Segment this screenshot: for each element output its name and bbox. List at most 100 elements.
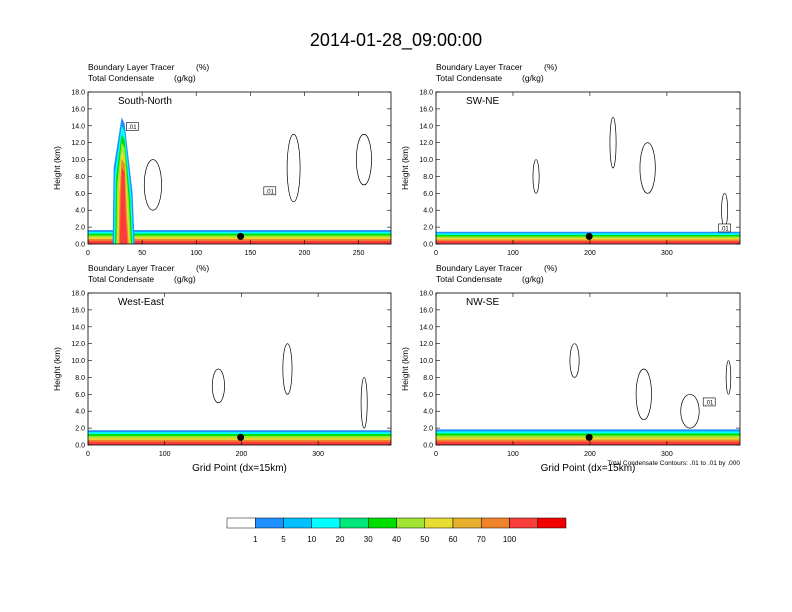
subtitle-condensate-units: (g/kg) (174, 73, 196, 83)
subtitle-condensate: Total Condensate (436, 73, 502, 83)
condensate-contour (680, 393, 700, 429)
x-tick-label: 200 (299, 250, 311, 257)
colorbar-label: 60 (449, 535, 458, 544)
y-tick-label: 4.0 (75, 208, 85, 215)
x-tick-label: 200 (584, 250, 596, 257)
colorbar-swatch (396, 517, 425, 529)
colorbar-swatch (368, 517, 397, 529)
contour-footnote: Total Condensate Contours: .01 to .01 by… (607, 460, 740, 467)
contour-label: .01 (720, 226, 729, 232)
x-tick-label: 300 (312, 451, 324, 458)
colorbar-label: 10 (307, 535, 316, 544)
colorbar-swatch (452, 517, 482, 529)
x-tick-label: 50 (138, 250, 146, 257)
y-tick-label: 12.0 (419, 341, 433, 348)
contour-label: .01 (128, 125, 137, 131)
y-tick-label: 12.0 (71, 140, 85, 147)
colorbar-label: 5 (281, 535, 286, 544)
plot-frame (87, 91, 392, 245)
y-tick-label: 14.0 (419, 324, 433, 331)
y-tick-label: 6.0 (423, 392, 433, 399)
colorbar-label: 50 (420, 535, 429, 544)
plot-area: .01 .01 (88, 117, 391, 244)
y-tick-label: 2.0 (75, 426, 85, 433)
colorbar-swatch (311, 517, 341, 529)
subtitle-tracer-units: (%) (196, 263, 209, 273)
condensate-contour (360, 377, 368, 429)
subtitle-condensate-units: (g/kg) (174, 274, 196, 284)
tracer-band (436, 241, 740, 244)
y-tick-label: 10.0 (419, 358, 433, 365)
colorbar-label: 40 (392, 535, 401, 544)
y-tick-label: 18.0 (419, 291, 433, 298)
y-tick-label: 16.0 (71, 106, 85, 113)
y-tick-label: 6.0 (75, 191, 85, 198)
tracer-band (88, 441, 391, 445)
y-tick-label: 10.0 (419, 157, 433, 164)
contour-label-box (718, 223, 731, 233)
tracer-band (436, 441, 740, 445)
y-tick-label: 6.0 (423, 191, 433, 198)
contour-label-box (702, 397, 716, 407)
x-tick-label: 300 (661, 451, 673, 458)
subtitle-tracer: Boundary Layer Tracer (436, 263, 523, 273)
y-tick-label: 6.0 (75, 392, 85, 399)
y-tick-label: 0.0 (75, 443, 85, 450)
condensate-contour (725, 360, 732, 395)
colorbar: 1 5 10 20 30 40 50 60 70 100 (226, 517, 567, 544)
x-tick-label: 150 (244, 250, 256, 257)
subtitle-condensate-units: (g/kg) (522, 73, 544, 83)
x-tick-label: 100 (190, 250, 202, 257)
y-tick-label: 14.0 (71, 123, 85, 130)
colorbar-label: 100 (503, 535, 517, 544)
colorbar-swatch (255, 517, 284, 529)
y-tick-label: 0.0 (423, 242, 433, 249)
panel-nw-se: .01 0.0 2.0 4.0 6.0 8.0 10.0 12.0 14.0 16.0 18.0 0 1… (400, 263, 741, 474)
condensate-contour (609, 116, 617, 169)
plot-area: .01 (436, 343, 740, 445)
station-marker (237, 232, 245, 240)
y-tick-label: 8.0 (423, 174, 433, 181)
condensate-contour (639, 142, 656, 194)
x-tick-label: 100 (159, 451, 171, 458)
y-tick-label: 18.0 (419, 90, 433, 97)
x-axis-label: Grid Point (dx=15km) (541, 463, 636, 474)
x-tick-label: 200 (236, 451, 248, 458)
panel-sw-ne: .01 0.0 2.0 4.0 6.0 8.0 10.0 12.0 14.0 16.0 18.0 0 1… (400, 62, 741, 257)
subtitle-condensate: Total Condensate (88, 274, 154, 284)
contour-label: .01 (266, 189, 275, 195)
y-tick-label: 10.0 (71, 157, 85, 164)
condensate-contour (635, 368, 652, 421)
subtitle-tracer-units: (%) (544, 62, 557, 72)
condensate-contour (569, 343, 580, 378)
panel-label: NW-SE (466, 297, 499, 308)
subtitle-tracer-units: (%) (544, 263, 557, 273)
y-tick-label: 10.0 (71, 358, 85, 365)
tracer-band (88, 240, 391, 244)
y-axis-label: Height (km) (400, 347, 410, 391)
subtitle-tracer: Boundary Layer Tracer (88, 263, 175, 273)
y-tick-label: 2.0 (423, 225, 433, 232)
station-marker (585, 232, 593, 240)
colorbar-label: 20 (336, 535, 345, 544)
condensate-contour (356, 133, 372, 186)
contour-label-box (263, 186, 277, 196)
x-axis-label: Grid Point (dx=15km) (192, 463, 287, 474)
y-tick-label: 18.0 (71, 90, 85, 97)
colorbar-swatch (339, 517, 369, 529)
colorbar-swatch (481, 517, 510, 529)
panel-south-north: .01 .01 0.0 2.0 4.0 6.0 8.0 10.0 12.0 14.0 16.0 18.… (52, 62, 392, 257)
y-tick-label: 2.0 (423, 426, 433, 433)
panel-label: South-North (118, 96, 172, 107)
y-tick-label: 0.0 (75, 242, 85, 249)
colorbar-swatch (509, 517, 538, 529)
colorbar-label: 1 (253, 535, 258, 544)
y-tick-label: 14.0 (419, 123, 433, 130)
condensate-contour (286, 133, 301, 203)
x-tick-label: 100 (507, 250, 519, 257)
figure-title: 2014-01-28_09:00:00 (309, 30, 483, 50)
x-tick-label: 0 (434, 250, 438, 257)
subtitle-condensate-units: (g/kg) (522, 274, 544, 284)
panel-label: SW-NE (466, 96, 499, 107)
